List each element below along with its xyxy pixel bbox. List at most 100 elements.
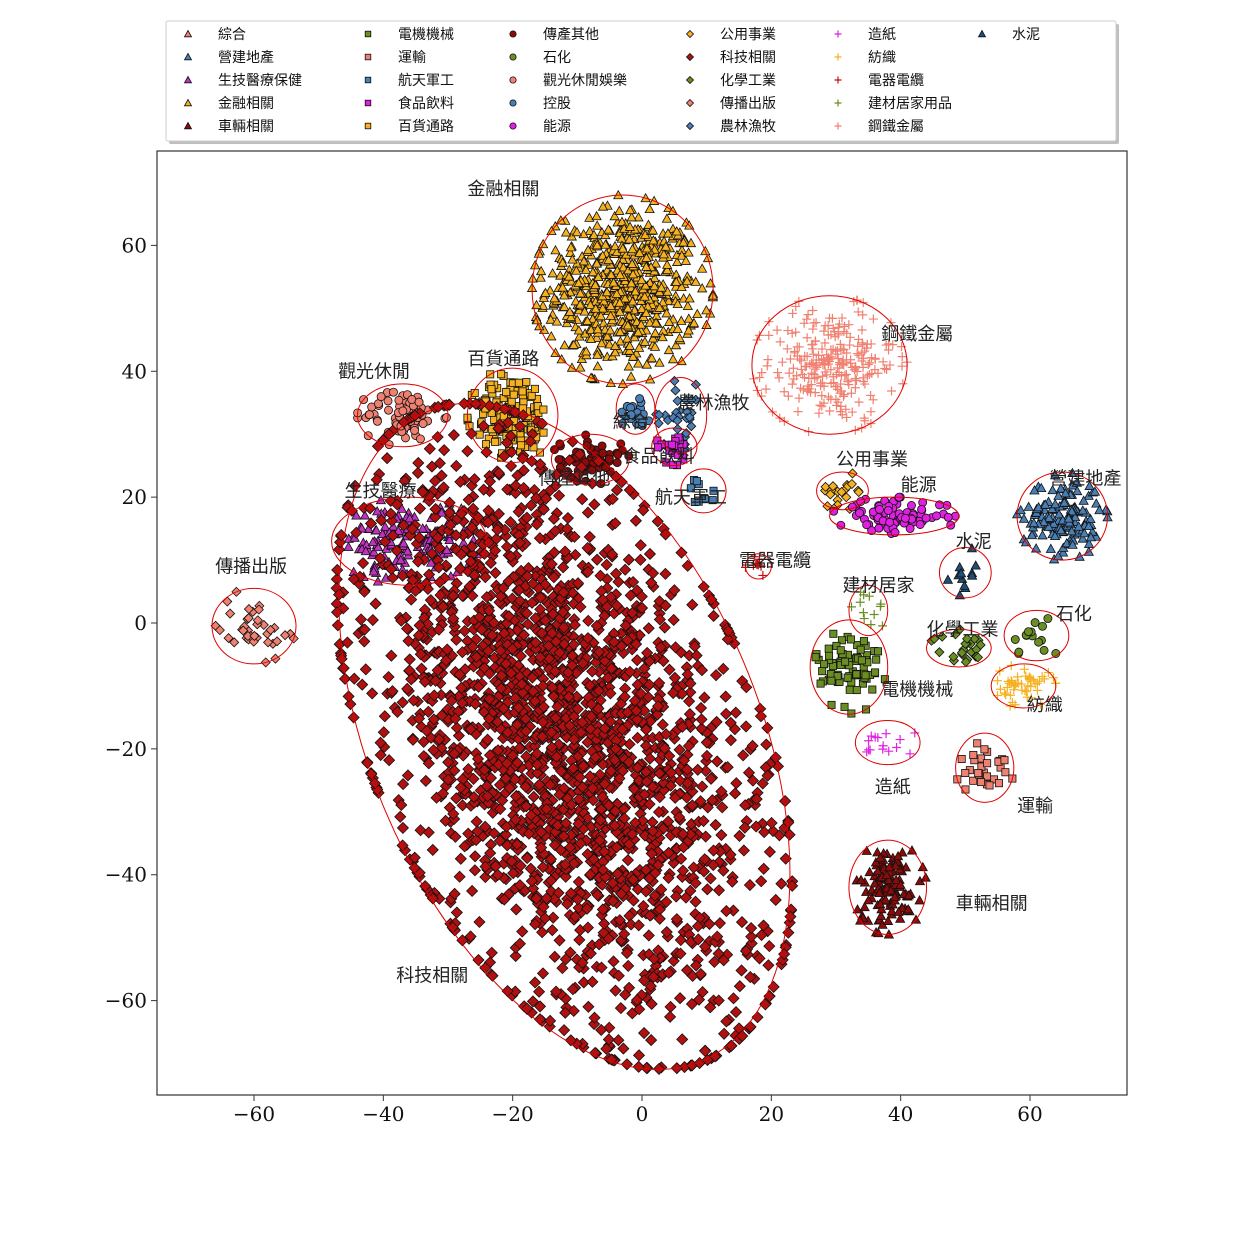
data-point [393,525,404,535]
data-point [875,910,887,920]
data-point [632,1060,645,1073]
data-point [622,302,634,313]
x-tick-label: 20 [759,1102,784,1126]
data-point [683,313,695,323]
data-point [591,332,602,342]
data-point [1002,683,1012,693]
data-point [398,406,408,416]
data-point [243,613,254,624]
data-point [707,609,720,623]
legend-label: 食品飲料 [398,95,454,112]
data-point [811,653,820,662]
data-point [591,220,603,230]
data-point [1026,674,1036,684]
data-point [223,633,234,644]
data-point [619,293,631,303]
data-point [720,905,733,918]
data-point [602,331,613,341]
data-point [1045,543,1057,553]
data-point [1050,498,1061,509]
data-point [398,537,409,548]
data-point [566,276,577,286]
data-point [871,668,880,677]
data-point [773,368,783,378]
data-point [604,339,615,349]
data-point [859,901,870,912]
data-point [664,1000,677,1013]
data-point [367,536,379,547]
cluster-label: 公用事業 [836,450,908,471]
data-point [868,685,877,694]
data-point [903,889,914,900]
data-point [694,701,708,715]
data-point [521,852,534,865]
data-point [608,277,619,287]
data-point [581,346,592,356]
data-point [243,604,254,615]
data-point [948,651,959,662]
legend-marker [685,98,695,108]
data-point [826,330,836,340]
data-point [729,787,742,800]
data-point [868,314,878,324]
data-point [983,759,992,768]
legend-marker [364,99,372,107]
data-point [670,339,682,350]
data-point [585,324,597,334]
data-point [819,660,828,669]
data-point [838,391,848,401]
data-point [885,885,897,895]
data-point [1047,484,1058,495]
data-point [1000,688,1010,698]
data-point [836,379,846,389]
data-point [627,243,638,254]
data-point [826,365,836,375]
data-point [454,852,467,865]
legend-label: 紡織 [868,50,896,66]
legend-marker [509,30,517,38]
data-point [975,639,986,651]
cluster-label: 化學工業 [927,620,999,641]
data-point [970,560,981,570]
data-point [763,845,776,858]
data-point [733,980,746,993]
data-point [565,311,577,322]
data-point [487,385,496,394]
data-point [810,388,820,398]
data-point [614,326,626,336]
data-point [772,325,782,335]
data-point [379,521,391,531]
data-point [660,241,671,251]
data-point [535,272,546,282]
data-point [620,946,634,960]
data-point [1010,700,1020,710]
data-point [415,434,425,444]
data-point [654,409,665,420]
data-point [903,904,914,914]
data-point [592,323,603,334]
data-point [565,247,576,257]
data-point [565,241,577,252]
data-point [1043,521,1054,531]
data-point [669,375,680,386]
data-point [865,745,875,755]
data-point [815,400,825,410]
data-point [648,235,659,245]
data-point [477,419,490,433]
data-point [612,458,622,468]
data-point [698,691,711,704]
data-point [1089,486,1101,496]
data-point [214,625,225,636]
data-point [650,317,662,327]
data-point [461,445,474,458]
data-point [618,262,629,272]
data-point [417,523,428,533]
data-point [735,916,749,929]
data-point [822,370,832,380]
data-point [545,314,556,324]
data-point [870,354,880,364]
data-point [823,320,833,330]
data-point [985,781,994,790]
legend-marker [364,76,372,84]
data-point [857,656,866,665]
